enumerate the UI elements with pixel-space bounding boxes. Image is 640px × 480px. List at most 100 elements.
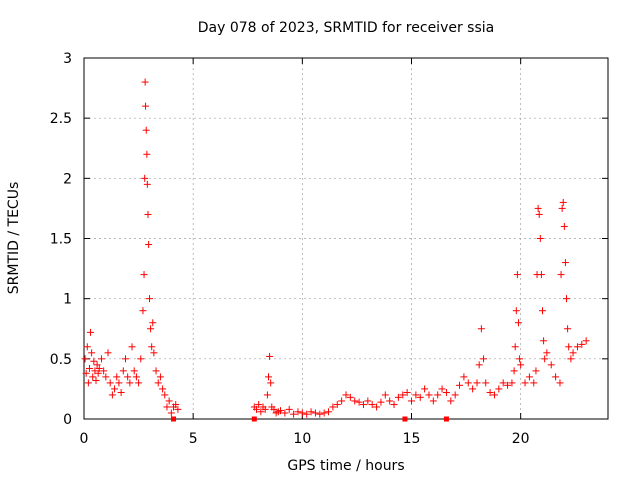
data-point [469,385,477,393]
data-point [540,337,548,345]
data-point [346,393,354,401]
data-point [124,373,132,381]
data-points [81,78,590,422]
data-point [482,379,490,387]
y-tick-label: 1 [63,292,72,308]
data-point [381,391,389,399]
data-point [172,401,180,409]
data-point [460,373,468,381]
data-point [338,397,346,405]
data-point [532,367,540,375]
data-point [277,407,284,415]
data-point [117,389,125,397]
data-point [536,235,544,242]
data-point [557,271,565,279]
data-point [329,403,337,411]
data-point [373,403,381,411]
data-point [82,369,90,377]
data-point [83,343,91,351]
data-point [490,391,498,399]
data-point [92,376,100,384]
data-point [408,397,415,405]
data-point [167,409,175,417]
data-point [573,343,581,351]
data-point [451,391,459,399]
data-point [90,357,98,365]
y-axis-label: SRMTID / TECUs [6,182,22,295]
data-point [267,379,275,387]
data-point [525,373,533,381]
data-point [143,150,151,158]
data-point [421,385,429,393]
data-point [84,379,92,387]
data-point [294,408,302,416]
data-point [159,385,167,393]
data-point [115,379,123,387]
data-point [495,385,503,393]
x-axis-label: GPS time / hours [287,458,404,474]
data-point [399,391,407,399]
data-point [434,391,442,399]
data-point [569,349,577,357]
data-point [141,174,149,182]
data-point [412,391,420,399]
data-point [530,379,538,387]
data-point [141,78,149,86]
data-point [564,325,572,333]
data-point [121,355,129,363]
data-point [556,379,564,387]
data-point [425,391,433,399]
data-point [266,352,274,360]
data-point [477,325,485,333]
data-point [535,210,543,218]
data-point [140,271,148,279]
data-point [320,409,328,417]
data-point [154,379,162,387]
data-point [561,259,569,267]
data-point [148,343,156,351]
data-point [307,408,315,416]
data-point [139,307,147,315]
data-point [442,389,450,397]
data-point [565,343,573,351]
data-point [316,410,324,418]
data-point [511,343,519,351]
data-point-square [402,416,408,422]
data-point [252,405,260,413]
data-point [333,401,341,409]
data-point [87,328,95,336]
data-point [541,355,549,363]
data-point [298,409,306,417]
data-point [521,379,529,387]
data-point [416,393,424,401]
data-point [504,381,512,389]
data-point [351,397,359,405]
data-point [142,102,150,110]
data-point [578,340,586,348]
data-point [264,373,272,381]
data-point [113,373,121,381]
data-point [456,381,464,389]
data-point [81,355,89,363]
data-point [475,361,483,369]
x-tick-label: 20 [512,431,530,447]
data-point [106,379,114,387]
data-point [100,367,108,375]
data-point [355,398,363,406]
data-point [368,401,376,409]
data-point-square [443,416,449,422]
data-point [174,405,182,413]
y-tick-label: 0.5 [50,352,72,368]
data-point [559,198,567,206]
data-point [480,355,488,363]
data-point [149,319,157,327]
data-point [93,361,101,369]
data-point [543,349,551,357]
data-point [514,319,522,327]
data-point [486,389,494,397]
data-point [88,349,96,357]
data-point [567,355,575,363]
x-tick-label: 5 [189,431,198,447]
data-point [537,271,545,279]
